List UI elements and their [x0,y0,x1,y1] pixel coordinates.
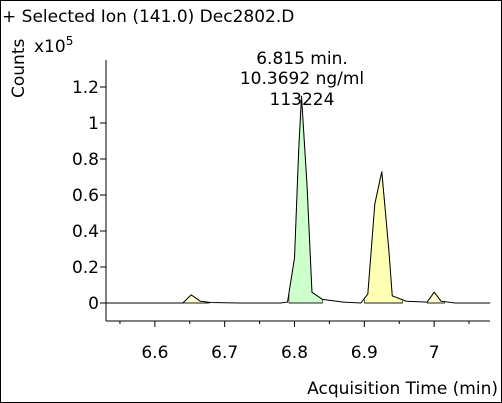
data-point [367,293,369,295]
annotation-retention-time: 6.815 min. [256,49,348,69]
data-point [238,302,240,304]
data-point [190,294,192,296]
y-tick-label: 0.4 [72,222,99,242]
x-axis-label: Acquisition Time (min) [307,379,498,399]
data-point [322,299,323,300]
y-tick-label: 1 [88,114,99,134]
y-multiplier-base: x10 [34,37,66,57]
data-point [168,302,170,304]
data-point [426,301,428,303]
data-point [360,302,362,304]
peak-fills [181,95,445,304]
x-tick-label: 6.8 [281,343,308,363]
y-multiplier-label: x105 [34,34,73,57]
y-tick-label: 0.8 [72,150,99,170]
data-point [440,300,442,302]
data-point [199,300,201,302]
data-point [489,302,491,304]
annotation-concentration: 10.3692 ng/ml [240,69,364,89]
series [105,95,491,304]
data-point [287,301,288,303]
data-point [374,203,376,205]
data-point [454,302,456,304]
data-point [342,301,344,303]
data-point [433,291,435,293]
y-axis-label: Counts [9,39,29,98]
data-point [105,302,107,304]
ticks: 0 0.2 0.4 0.6 0.8 1 1.2 6.6 6.7 6.8 6.9 7 [72,78,470,363]
x-tick-label: 6.6 [141,343,168,363]
x-tick-label: 6.7 [211,343,238,363]
data-point [306,185,308,187]
data-point [391,295,393,297]
x-tick-label: 6.9 [351,343,378,363]
peak-fill [288,95,323,304]
data-point [294,257,295,259]
axes [105,60,490,322]
y-tick-label: 0.2 [72,258,99,278]
data-point [280,302,281,304]
data-point [388,248,390,250]
data-point [301,95,302,97]
data-point [182,302,184,304]
data-point [381,171,383,173]
y-tick-label: 1.2 [72,78,99,98]
data-point [405,300,407,302]
x-tick-label: 7 [429,343,440,363]
data-point [210,302,212,303]
series-line [106,95,490,304]
data-point [298,149,300,151]
y-tick-label: 0.6 [72,186,99,206]
y-tick-label: 0 [88,294,99,314]
annotation-area: 113224 [270,90,335,110]
y-multiplier-exponent: 5 [66,34,74,48]
data-point [311,291,313,293]
chart-title: + Selected Ion (141.0) Dec2802.D [2,7,294,27]
